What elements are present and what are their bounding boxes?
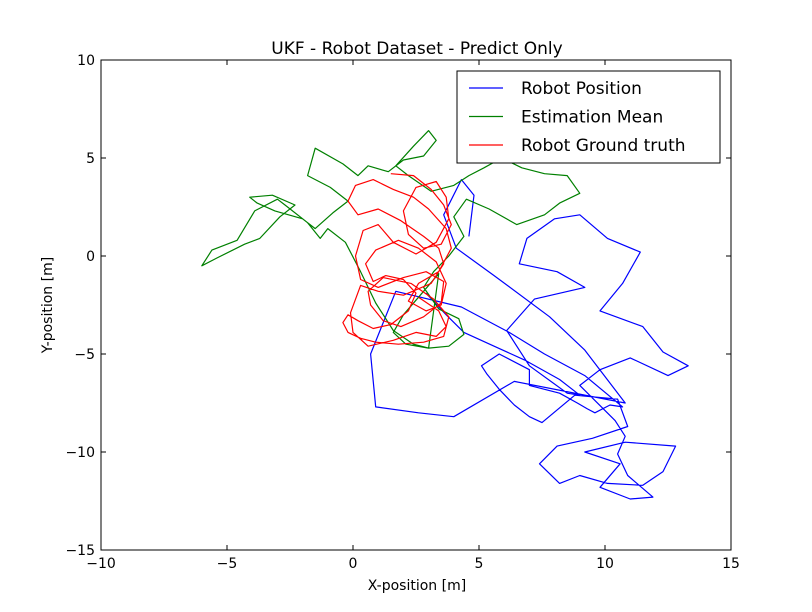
x-tick-label: 5: [475, 556, 484, 572]
y-tick-label: −15: [65, 543, 95, 559]
x-tick-label: 10: [596, 556, 614, 572]
y-tick-label: −5: [74, 347, 95, 363]
y-axis-label: Y-position [m]: [40, 257, 56, 354]
y-tick-label: 0: [86, 249, 95, 265]
legend-label: Estimation Mean: [521, 108, 663, 128]
legend-label: Robot Ground truth: [521, 136, 686, 156]
y-tick-label: 10: [77, 53, 95, 69]
x-tick-label: 0: [349, 556, 358, 572]
y-tick-label: −10: [65, 445, 95, 461]
legend-label: Robot Position: [521, 79, 642, 99]
chart-title: UKF - Robot Dataset - Predict Only: [271, 39, 562, 59]
x-tick-label: 15: [722, 556, 740, 572]
y-tick-label: 5: [86, 151, 95, 167]
x-tick-label: −5: [217, 556, 238, 572]
legend: Robot Position Estimation Mean Robot Groun…: [457, 71, 720, 163]
x-axis-label: X-position [m]: [368, 578, 466, 594]
